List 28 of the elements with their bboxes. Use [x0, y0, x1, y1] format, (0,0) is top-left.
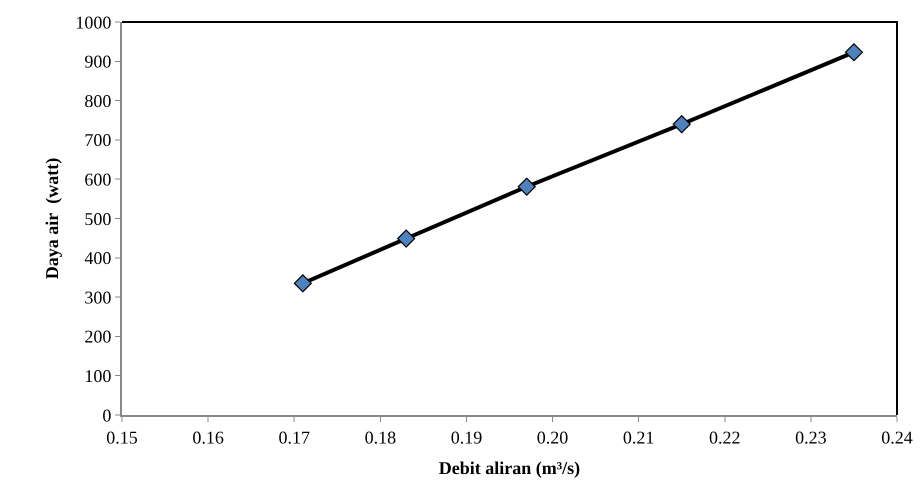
y-tick-label: 1000 — [75, 12, 112, 32]
x-tick-label: 0.21 — [622, 428, 654, 448]
x-tick-label: 0.19 — [450, 428, 482, 448]
y-tick-label: 500 — [84, 208, 112, 229]
x-tick-label: 0.18 — [364, 428, 396, 448]
x-tick-label: 0.16 — [192, 428, 224, 448]
y-tick-label: 900 — [84, 52, 112, 72]
y-tick-label: 0 — [102, 405, 112, 426]
x-tick-label: 0.20 — [536, 428, 568, 448]
y-tick-label: 400 — [84, 248, 112, 268]
point — [844, 43, 863, 62]
y-tick-label: 100 — [84, 366, 112, 386]
y-tick-label: 300 — [84, 287, 112, 308]
x-tick-label: 0.22 — [709, 428, 741, 448]
x-tick-label: 0.15 — [106, 428, 138, 448]
x-axis-title: Debit aliran (m³/s) — [438, 458, 580, 478]
point — [397, 229, 416, 248]
x-tick-label: 0.24 — [881, 428, 913, 448]
point — [672, 115, 691, 134]
y-tick-label: 700 — [84, 130, 112, 150]
y-tick-label: 600 — [84, 170, 112, 190]
point — [294, 274, 312, 292]
y-axis-title: Daya air (watt) — [42, 158, 62, 280]
x-tick-label: 0.17 — [278, 428, 310, 448]
point — [518, 178, 536, 196]
x-tick-label: 0.23 — [795, 428, 827, 448]
y-tick-label: 800 — [84, 90, 112, 111]
y-tick-label: 200 — [84, 326, 112, 347]
